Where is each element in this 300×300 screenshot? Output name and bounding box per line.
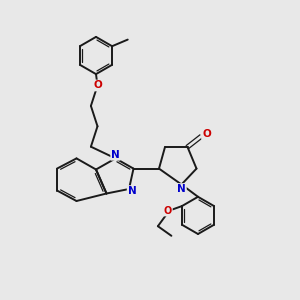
Text: O: O xyxy=(93,80,102,91)
Text: O: O xyxy=(164,206,172,216)
Text: N: N xyxy=(177,184,186,194)
Text: O: O xyxy=(202,129,211,139)
Text: N: N xyxy=(111,150,120,160)
Text: N: N xyxy=(128,186,136,196)
